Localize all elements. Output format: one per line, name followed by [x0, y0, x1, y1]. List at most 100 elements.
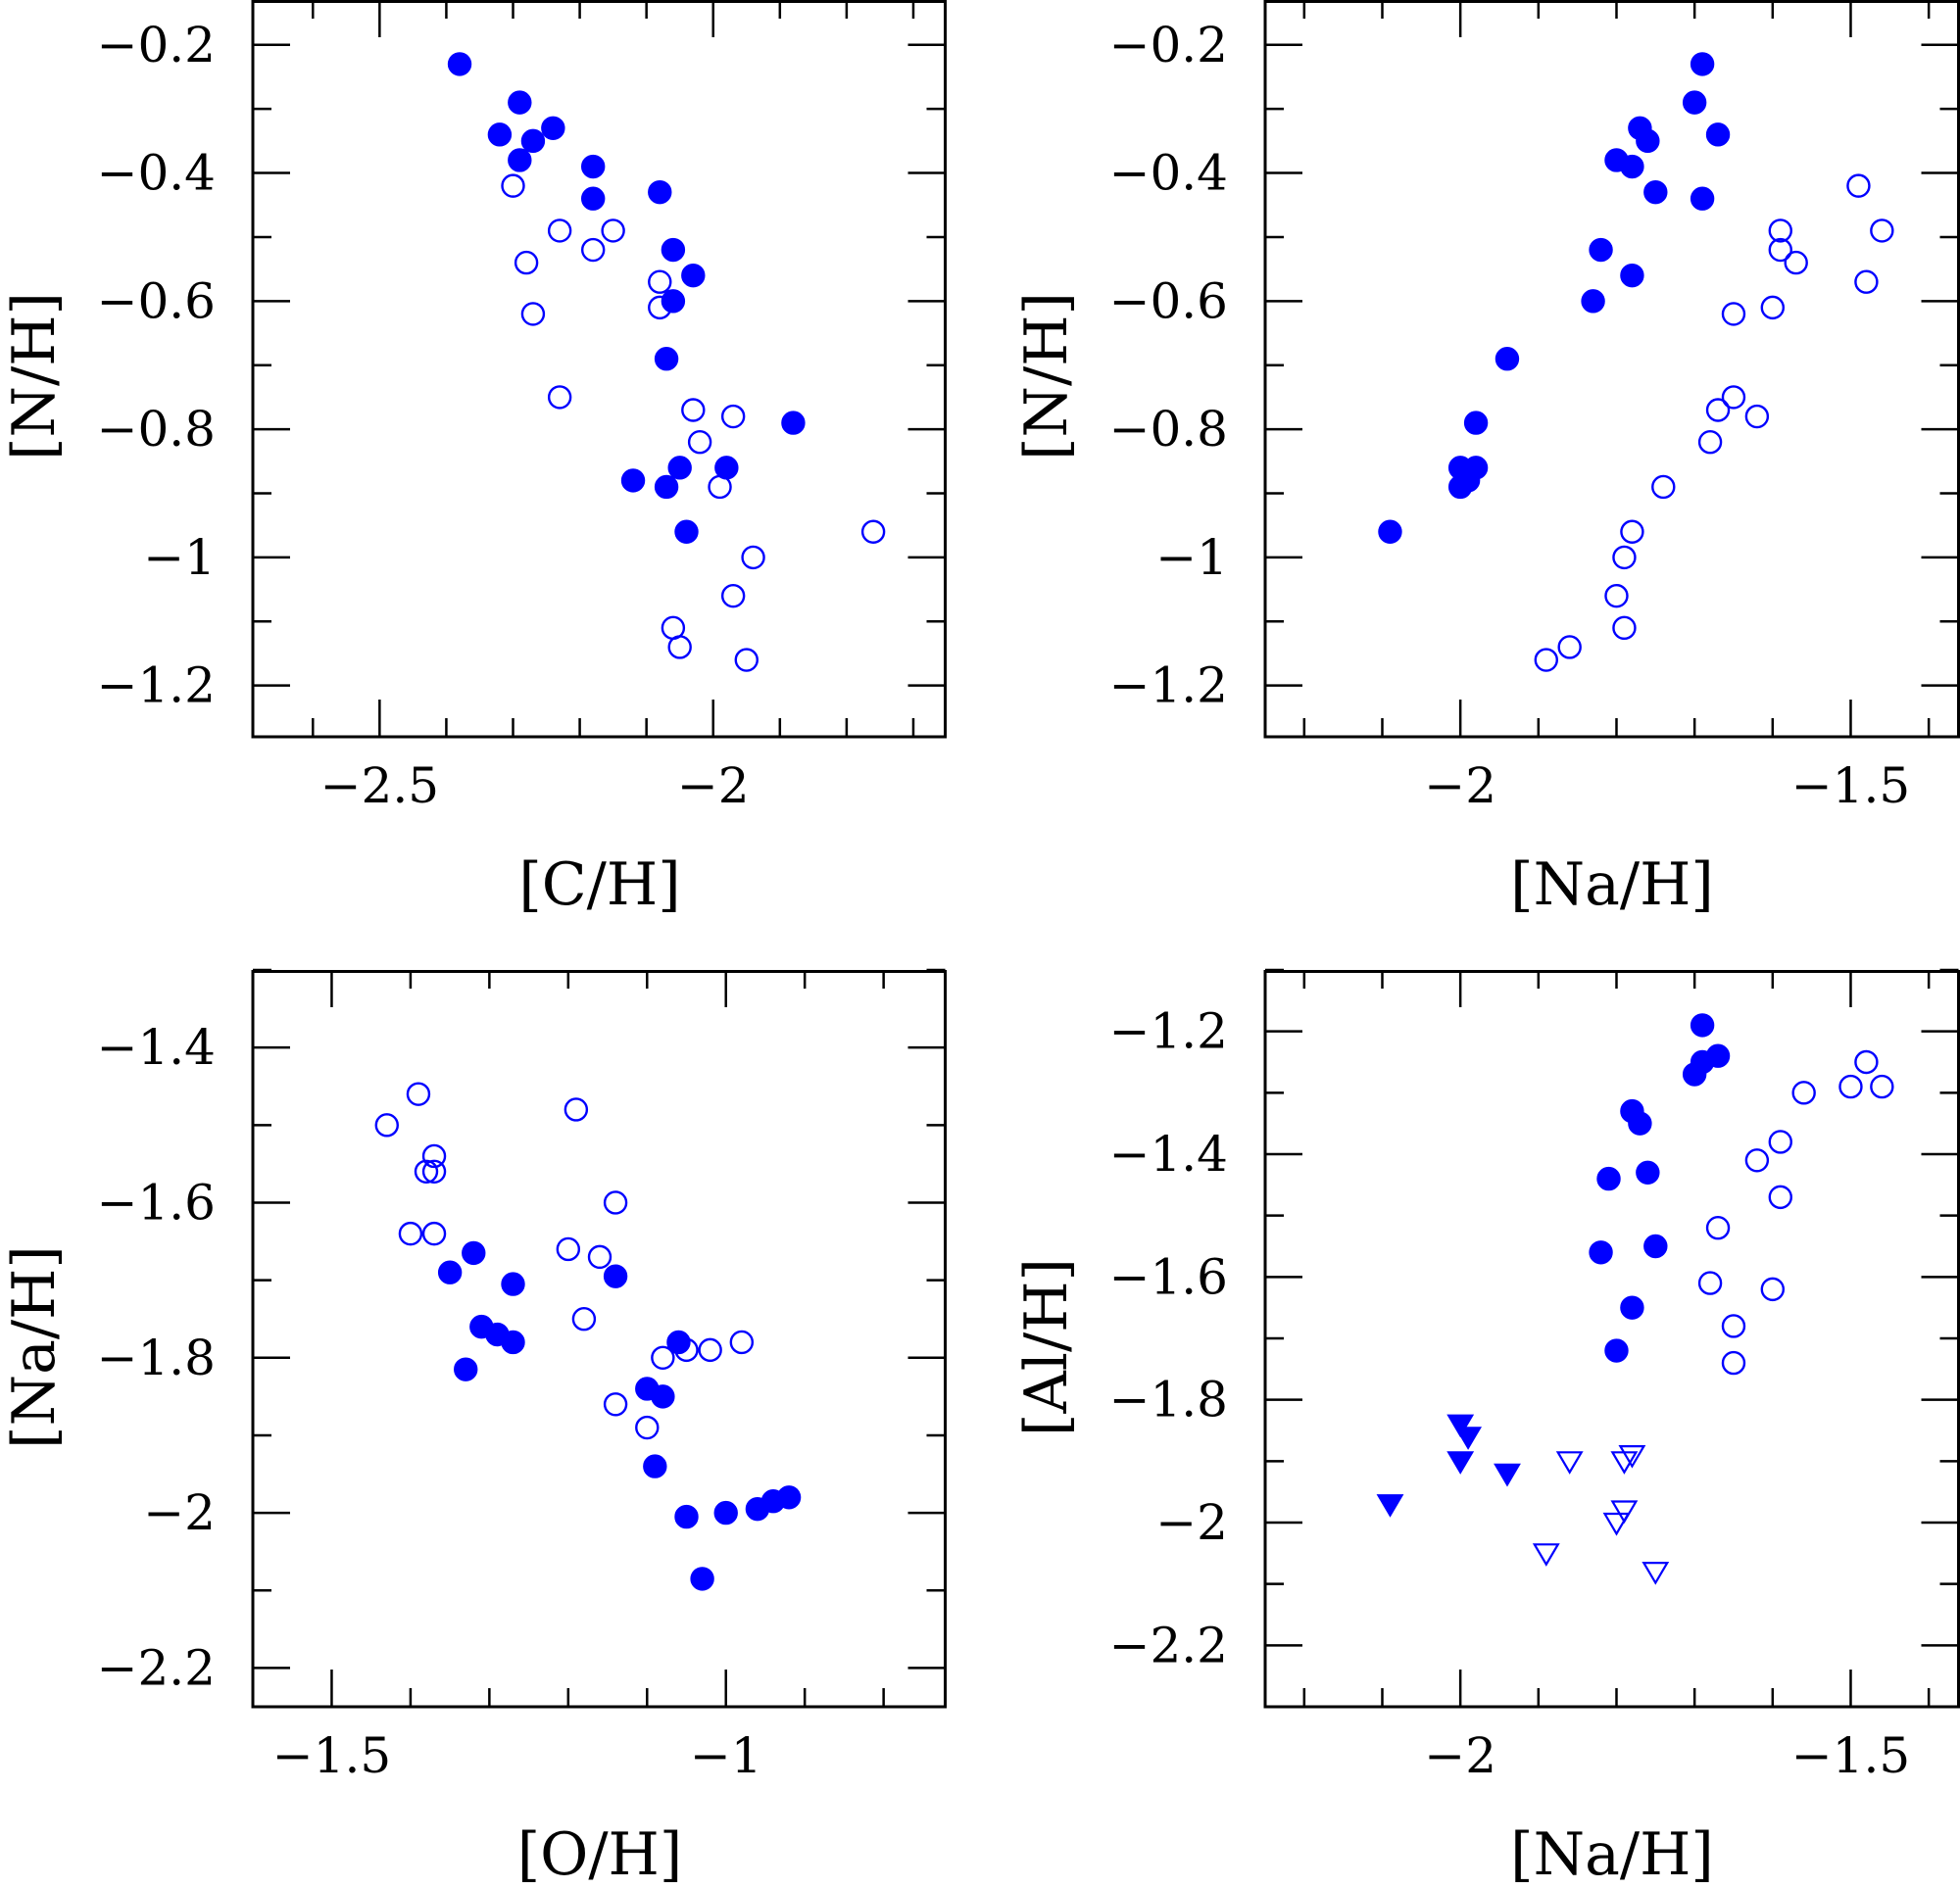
y-tick-label: −2 [1155, 1494, 1228, 1551]
filled-circle-point [1705, 1043, 1731, 1068]
open-circle-point [1870, 218, 1894, 243]
y-tick-label: −0.6 [97, 272, 216, 329]
filled-circle-point [661, 237, 686, 263]
open-circle-point [571, 1307, 597, 1332]
filled-circle-point [1494, 346, 1520, 371]
open-circle-point [648, 269, 672, 294]
filled-circle-point [1596, 1166, 1621, 1191]
y-tick-label: −2 [143, 1484, 216, 1541]
y-tick-label: −1 [1155, 529, 1228, 586]
y-tick-label: −1.8 [1109, 1372, 1228, 1429]
open-circle-point [648, 295, 672, 320]
filled-circle-point [1447, 474, 1473, 500]
filled-circle-point [654, 346, 679, 371]
series-filled-upper-limit [1376, 1414, 1521, 1518]
x-tick-label: −2 [677, 757, 750, 814]
y-axis-title: [Al/H] [1012, 1258, 1081, 1436]
y-tick-label: −0.4 [97, 145, 216, 202]
open-circle-point [667, 635, 692, 659]
series-open [374, 1082, 755, 1440]
filled-triangle-point [1446, 1451, 1475, 1475]
open-circle-point [1838, 1074, 1863, 1099]
y-tick-label: −1.2 [97, 657, 216, 714]
open-circle-point [1705, 398, 1731, 422]
series-open [1697, 1049, 1894, 1376]
open-circle-point [708, 474, 732, 500]
open-circle-point [501, 173, 525, 198]
open-circle-point [421, 1143, 447, 1169]
open-circle-point [674, 1337, 699, 1363]
open-circle-point [635, 1415, 660, 1440]
filled-circle-point [690, 1567, 714, 1591]
filled-circle-point [1620, 263, 1644, 288]
y-tick-label: −1.2 [1109, 657, 1228, 714]
open-circle-point [1870, 1074, 1894, 1099]
open-circle-point [580, 237, 606, 263]
x-tick-label: −1.5 [272, 1727, 391, 1784]
filled-circle-point [1682, 1062, 1707, 1087]
panel-top-left-n-vs-c: [C/H] [N/H] −2.5 −2 −1.2 −1 −0.8 −0.6 −0.4 −0.2 [0, 0, 947, 919]
open-circle-point [374, 1113, 399, 1138]
series-filled [437, 1240, 802, 1591]
open-circle-point [1744, 404, 1770, 429]
open-circle-point [1612, 545, 1637, 570]
open-circle-point [601, 218, 625, 243]
filled-circle-point [776, 1485, 802, 1510]
open-circle-point [1612, 615, 1637, 641]
open-triangle-point [1610, 1500, 1639, 1525]
filled-circle-point [1643, 179, 1668, 205]
filled-circle-point [1643, 1234, 1668, 1259]
open-circle-point [587, 1244, 612, 1270]
filled-circle-point [1620, 1295, 1644, 1320]
open-circle-point [1721, 302, 1746, 326]
x-tick-label: −1.5 [1791, 1727, 1910, 1784]
filled-circle-point [1636, 128, 1660, 154]
open-circle-point [1768, 237, 1792, 263]
open-circle-point [734, 648, 759, 672]
x-tick-label: −1.5 [1791, 757, 1910, 814]
y-axis-title: [Na/H] [0, 1245, 69, 1449]
filled-circle-point [437, 1260, 463, 1284]
filled-circle-point [508, 90, 532, 115]
x-tick-label: −2 [1424, 1727, 1496, 1784]
open-triangle-point [1618, 1444, 1646, 1469]
open-triangle-point [1642, 1561, 1670, 1585]
series-open-upper-limit [1532, 1444, 1670, 1585]
open-circle-point [687, 430, 712, 455]
open-circle-point [1651, 474, 1676, 500]
open-circle-point [729, 1330, 755, 1355]
filled-circle-point [580, 186, 606, 211]
y-axis-title: [N/H] [1012, 292, 1081, 460]
filled-circle-point [1690, 1013, 1715, 1038]
filled-circle-point [447, 52, 472, 76]
y-tick-label: −1.6 [1109, 1248, 1228, 1305]
open-circle-point [1854, 269, 1879, 294]
filled-circle-point [713, 1500, 738, 1526]
x-axis-title: [Na/H] [1510, 1820, 1714, 1889]
filled-triangle-point [1454, 1427, 1483, 1450]
open-circle-point [1784, 250, 1808, 275]
y-tick-label: −0.6 [1109, 272, 1228, 329]
filled-circle-point [508, 148, 532, 172]
open-circle-point [1768, 1185, 1792, 1210]
open-circle-point [1721, 385, 1746, 410]
filled-circle-point [643, 1454, 667, 1478]
filled-circle-point [681, 263, 706, 288]
x-tick-label: −1 [690, 1727, 762, 1784]
open-circle-point [520, 302, 546, 326]
filled-circle-point [1690, 186, 1715, 211]
open-circle-point [556, 1236, 581, 1262]
filled-circle-point [651, 1384, 675, 1409]
filled-circle-point [1581, 289, 1605, 314]
filled-circle-point [674, 519, 699, 544]
filled-circle-point [1604, 1338, 1629, 1363]
open-circle-point [698, 1337, 722, 1363]
open-circle-point [681, 398, 706, 422]
open-circle-point [603, 1190, 628, 1215]
x-axis-title: [O/H] [517, 1820, 683, 1889]
series-filled [1378, 52, 1731, 544]
open-triangle-point [1602, 1512, 1631, 1536]
open-circle-point [1721, 1314, 1746, 1338]
x-axis-title: [Na/H] [1510, 850, 1714, 919]
filled-circle-point [1628, 1111, 1652, 1136]
